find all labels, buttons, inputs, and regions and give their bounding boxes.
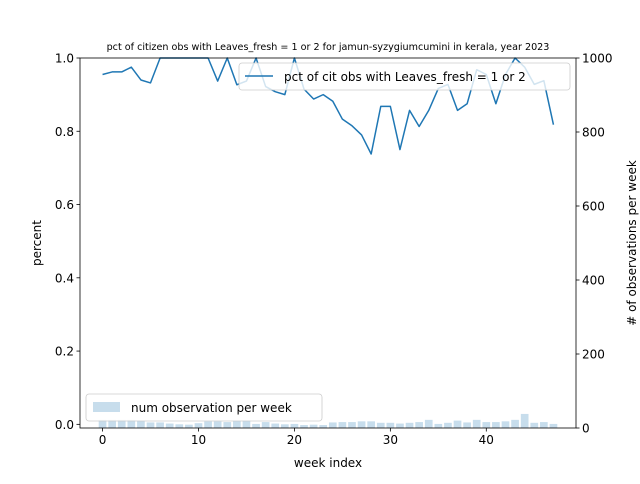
bar bbox=[271, 423, 280, 428]
bar bbox=[165, 423, 174, 428]
bar bbox=[348, 422, 356, 428]
bar bbox=[300, 425, 308, 428]
bar bbox=[242, 420, 251, 428]
bar bbox=[108, 419, 116, 428]
bar bbox=[194, 423, 203, 428]
bar bbox=[175, 424, 184, 428]
bar bbox=[549, 423, 558, 428]
bars-layer bbox=[98, 413, 558, 428]
y-tick-label: 1.0 bbox=[55, 52, 74, 66]
y-tick-label: 0.0 bbox=[55, 418, 74, 432]
bar bbox=[328, 422, 337, 428]
bar bbox=[252, 423, 260, 428]
bar bbox=[185, 424, 193, 428]
plot-frame bbox=[79, 57, 577, 429]
line-legend-label: pct of cit obs with Leaves_fresh = 1 or … bbox=[284, 70, 526, 84]
bar bbox=[357, 421, 366, 428]
bar bbox=[501, 421, 510, 428]
y2-axis-label: # of observations per week bbox=[625, 160, 639, 326]
bar bbox=[482, 422, 491, 428]
y2-tick-label: 800 bbox=[582, 126, 605, 140]
bar bbox=[261, 422, 270, 428]
bar bbox=[137, 420, 145, 428]
bar bbox=[280, 424, 289, 428]
bar bbox=[309, 424, 318, 428]
x-tick-label: 20 bbox=[287, 433, 302, 447]
y2-tick-label: 400 bbox=[582, 274, 605, 288]
bar bbox=[223, 422, 232, 428]
y-tick-label: 0.8 bbox=[55, 125, 74, 139]
bar bbox=[117, 419, 126, 428]
line-legend: pct of cit obs with Leaves_fresh = 1 or … bbox=[238, 62, 571, 91]
x-tick-label: 0 bbox=[99, 433, 107, 447]
bar-legend-swatch bbox=[93, 402, 120, 412]
y-tick-label: 0.2 bbox=[55, 345, 74, 359]
bar bbox=[520, 413, 529, 428]
y-axis-label: percent bbox=[30, 220, 44, 266]
x-tick-label: 10 bbox=[191, 433, 206, 447]
bar bbox=[386, 422, 395, 428]
bar bbox=[424, 419, 433, 428]
bar bbox=[492, 422, 500, 428]
x-axis-ticks: 0 10 20 30 40 bbox=[99, 428, 494, 447]
bar bbox=[434, 423, 443, 428]
bar-legend-box bbox=[85, 393, 323, 422]
x-tick-label: 30 bbox=[383, 433, 398, 447]
bar bbox=[530, 422, 539, 428]
bar bbox=[204, 421, 212, 428]
y-tick-label: 0.6 bbox=[55, 198, 74, 212]
bar bbox=[213, 421, 222, 428]
bar bbox=[444, 422, 452, 428]
bar-legend-label: num observation per week bbox=[131, 401, 292, 415]
bar bbox=[319, 425, 328, 428]
bar bbox=[98, 419, 107, 428]
bar bbox=[127, 419, 136, 428]
bar bbox=[290, 423, 299, 428]
y-tick-label: 0.4 bbox=[55, 271, 74, 285]
y2-tick-label: 1000 bbox=[582, 52, 613, 66]
bar bbox=[472, 419, 481, 428]
bar bbox=[511, 419, 519, 428]
bar bbox=[540, 422, 548, 428]
bar bbox=[146, 422, 155, 428]
y2-tick-label: 0 bbox=[582, 422, 590, 436]
y-axis-ticks: 0.0 0.2 0.4 0.6 0.8 1.0 bbox=[55, 52, 80, 432]
bar bbox=[463, 422, 471, 428]
bar bbox=[415, 422, 423, 428]
y2-tick-label: 600 bbox=[582, 200, 605, 214]
bar bbox=[156, 422, 164, 428]
bar bbox=[338, 422, 347, 428]
bar bbox=[453, 420, 462, 428]
x-axis-label: week index bbox=[294, 456, 362, 470]
bar bbox=[376, 422, 385, 428]
bar-legend: num observation per week bbox=[85, 393, 323, 422]
y2-axis-ticks: 0 200 400 600 800 1000 bbox=[576, 52, 613, 436]
bar bbox=[233, 420, 241, 428]
chart-title: pct of citizen obs with Leaves_fresh = 1… bbox=[107, 42, 550, 53]
line-legend-box bbox=[238, 62, 571, 91]
x-tick-label: 40 bbox=[479, 433, 494, 447]
bar bbox=[405, 422, 414, 428]
bar bbox=[396, 423, 404, 428]
bar bbox=[367, 421, 376, 428]
y2-tick-label: 200 bbox=[582, 348, 605, 362]
